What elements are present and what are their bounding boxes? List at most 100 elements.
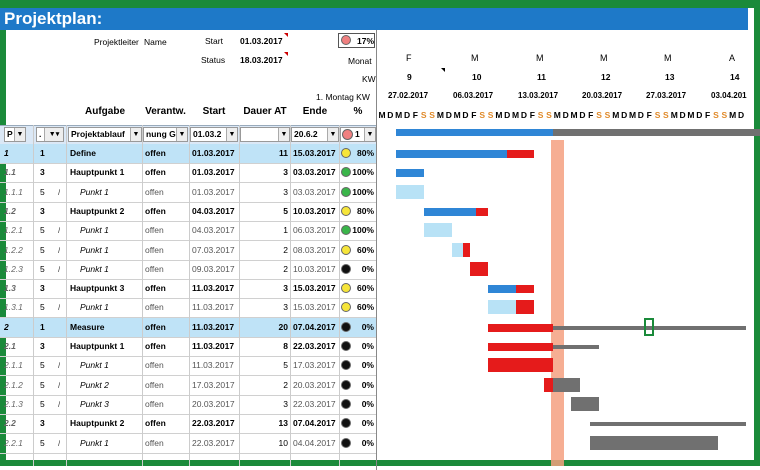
cell-end[interactable]: 08.03.2017: [293, 244, 336, 255]
gantt-bar-late[interactable]: [543, 377, 553, 392]
cell-pct[interactable]: 0%: [361, 379, 374, 390]
selected-cell[interactable]: [644, 318, 654, 336]
cell-start[interactable]: 11.03.2017: [192, 321, 235, 332]
gantt-bar-done[interactable]: [488, 300, 516, 315]
cell-lvl[interactable]: 3: [40, 341, 45, 351]
cell-resp[interactable]: offen: [145, 205, 166, 216]
cell-resp[interactable]: offen: [145, 167, 166, 178]
cell-dur[interactable]: 2: [283, 379, 288, 390]
cell-lvl[interactable]: 5: [40, 379, 45, 390]
cell-lvl[interactable]: 5: [40, 225, 45, 236]
gantt-bar-late[interactable]: [506, 150, 535, 158]
gantt-bar-planned[interactable]: [552, 345, 599, 349]
gantt-bar-late[interactable]: [470, 261, 489, 276]
cell-id[interactable]: 1.3.1: [4, 302, 23, 313]
cell-lvl[interactable]: 5: [40, 360, 45, 371]
cell-lvl[interactable]: 5: [40, 398, 45, 409]
cell-pct[interactable]: 0%: [361, 418, 374, 429]
dropdown-icon[interactable]: ▼: [278, 128, 289, 141]
cell-end[interactable]: 04.04.2017: [293, 437, 336, 448]
cell-pct[interactable]: 80%: [356, 205, 374, 216]
table-row[interactable]: 1.2 3 Hauptpunkt 2 offen 04.03.2017 5 10.03.20…: [0, 202, 376, 222]
dropdown-icon[interactable]: ▼: [130, 128, 141, 141]
table-row[interactable]: 2.1.1 5 Punkt 1 offen 11.03.2017 5 17.03.2017 0…: [0, 356, 376, 377]
filter-level[interactable]: . ▼▾: [36, 127, 64, 142]
cell-lvl[interactable]: 5: [40, 186, 45, 197]
cell-resp[interactable]: offen: [145, 148, 166, 158]
cell-end[interactable]: 22.03.2017: [293, 398, 336, 409]
table-row[interactable]: 2.2.1 5 Punkt 1 offen 22.03.2017 10 04.04.2017…: [0, 434, 376, 454]
cell-id[interactable]: 1.2.1: [4, 225, 23, 236]
cell-pct[interactable]: 0%: [361, 360, 374, 371]
cell-end[interactable]: 03.03.2017: [293, 186, 336, 197]
gantt-bar-planned[interactable]: [552, 377, 581, 392]
filter-ende[interactable]: 20.6.2 ▼: [291, 127, 339, 142]
cell-start[interactable]: 11.03.2017: [192, 360, 234, 371]
cell-id[interactable]: 2.1: [4, 341, 16, 351]
cell-start[interactable]: 22.03.2017: [192, 437, 235, 448]
cell-start[interactable]: 20.03.2017: [192, 398, 235, 409]
cell-dur[interactable]: 8: [283, 341, 288, 351]
cell-task[interactable]: Punkt 1: [80, 263, 109, 274]
cell-resp[interactable]: offen: [145, 398, 164, 409]
cell-pct[interactable]: 100%: [352, 167, 374, 178]
cell-start[interactable]: 11.03.2017: [192, 283, 235, 294]
cell-task[interactable]: Define: [70, 148, 96, 158]
cell-pct[interactable]: 0%: [361, 263, 374, 274]
gantt-bar-late[interactable]: [488, 323, 553, 332]
cell-end[interactable]: 15.03.2017: [293, 302, 336, 313]
table-row[interactable]: 1.2.2 5 Punkt 1 offen 07.03.2017 2 08.03.2017 6…: [0, 241, 376, 261]
gantt-bar[interactable]: [396, 129, 553, 136]
cell-id[interactable]: 2.1.3: [4, 398, 23, 409]
cell-start[interactable]: 04.03.2017: [192, 205, 235, 216]
cell-dur[interactable]: 3: [283, 302, 288, 313]
cell-dur[interactable]: 3: [283, 283, 288, 294]
cell-lvl[interactable]: 5: [40, 263, 45, 274]
gantt-bar-late[interactable]: [488, 343, 553, 351]
cell-resp[interactable]: offen: [145, 379, 164, 390]
start-value[interactable]: 01.03.2017: [240, 36, 283, 46]
table-row[interactable]: 1.1.1 5 Punkt 1 offen 01.03.2017 3 03.03.2017 1…: [0, 183, 376, 203]
cell-id[interactable]: 1.3: [4, 283, 16, 294]
cell-task[interactable]: Punkt 3: [80, 398, 109, 409]
cell-resp[interactable]: offen: [145, 360, 164, 371]
cell-end[interactable]: 06.03.2017: [293, 225, 336, 236]
cell-end[interactable]: 17.03.2017: [293, 360, 336, 371]
cell-resp[interactable]: offen: [145, 244, 164, 255]
cell-start[interactable]: 11.03.2017: [192, 302, 234, 313]
gantt-bar-done[interactable]: [488, 285, 516, 294]
gantt-bar-done[interactable]: [424, 207, 476, 216]
gantt-bar-late[interactable]: [516, 285, 535, 294]
cell-id[interactable]: 2.1.1: [4, 360, 23, 371]
cell-task[interactable]: Hauptpunkt 3: [70, 283, 125, 294]
cell-resp[interactable]: offen: [145, 283, 166, 294]
cell-id[interactable]: 1.2.3: [4, 263, 23, 274]
cell-dur[interactable]: 2: [283, 263, 288, 274]
col-pct[interactable]: %: [353, 106, 363, 117]
col-dauer[interactable]: Dauer AT: [243, 106, 287, 117]
cell-end[interactable]: 10.03.2017: [293, 263, 336, 274]
cell-end[interactable]: 07.04.2017: [293, 418, 336, 429]
dropdown-icon[interactable]: ▼: [176, 128, 187, 141]
cell-pct[interactable]: 80%: [356, 148, 374, 158]
cell-pct[interactable]: 0%: [361, 398, 374, 409]
filter-id[interactable]: P ▼: [4, 127, 26, 142]
filter-aufgabe[interactable]: Projektablauf ▼: [68, 127, 142, 142]
cell-lvl[interactable]: 1: [40, 321, 45, 332]
cell-dur[interactable]: 3: [283, 167, 288, 178]
cell-start[interactable]: 07.03.2017: [192, 244, 235, 255]
cell-lvl[interactable]: 3: [40, 418, 45, 429]
table-row[interactable]: 1.3 3 Hauptpunkt 3 offen 11.03.2017 3 15.03.20…: [0, 279, 376, 300]
cell-resp[interactable]: offen: [145, 263, 164, 274]
cell-end[interactable]: 22.03.2017: [293, 341, 336, 351]
cell-start[interactable]: 22.03.2017: [192, 418, 235, 429]
projektleiter-value[interactable]: Name: [144, 37, 167, 47]
cell-end[interactable]: 07.04.2017: [293, 321, 336, 332]
gantt-bar-done[interactable]: [424, 223, 452, 238]
cell-start[interactable]: 01.03.2017: [192, 186, 235, 197]
filter-dauer[interactable]: ▼: [240, 127, 290, 142]
table-row[interactable]: 2.1.3 5 Punkt 3 offen 20.03.2017 3 22.03.2017 0…: [0, 395, 376, 415]
cell-end[interactable]: 20.03.2017: [293, 379, 336, 390]
cell-task[interactable]: Hauptpunkt 1: [70, 341, 125, 351]
cell-id[interactable]: 2.2: [4, 418, 16, 429]
